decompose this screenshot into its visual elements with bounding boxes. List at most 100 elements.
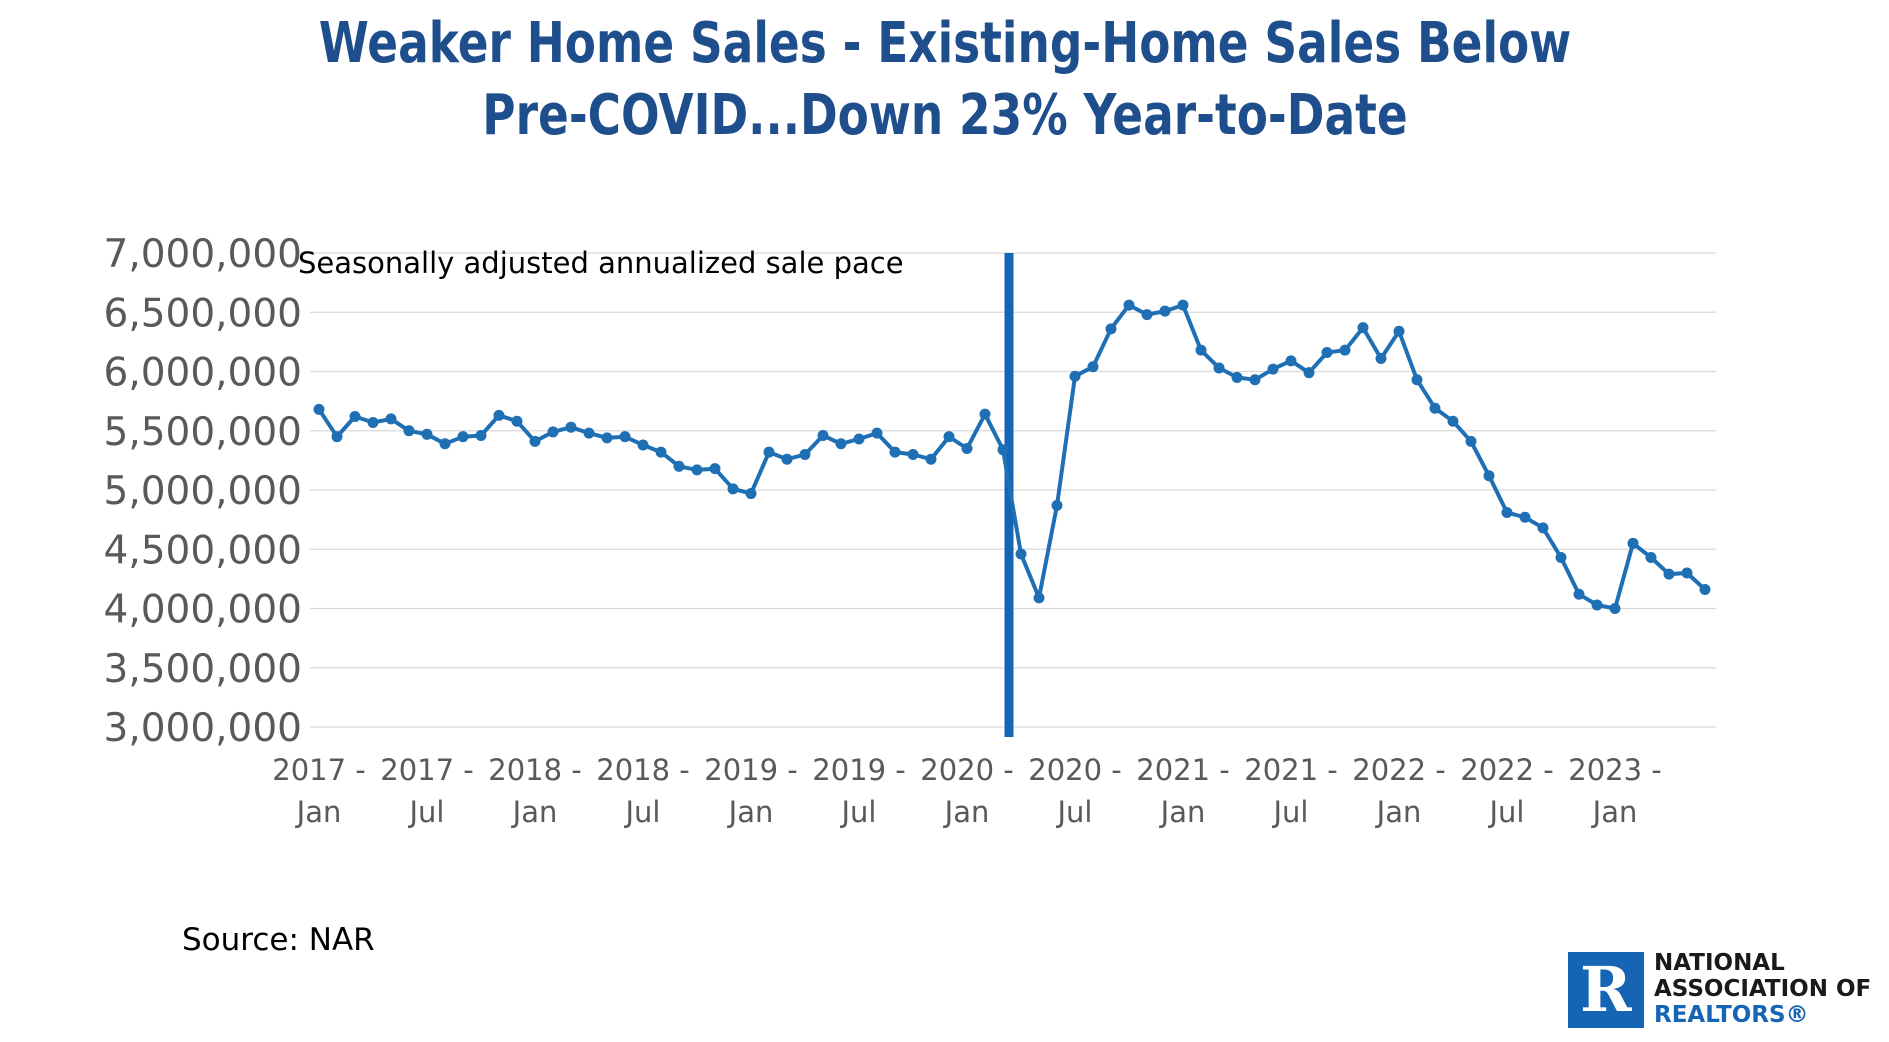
x-tick-label: 2018 - Jan bbox=[488, 753, 582, 829]
chart-title-line-2: Pre-COVID...Down 23% Year-to-Date bbox=[481, 83, 1408, 148]
data-point bbox=[1429, 402, 1441, 414]
y-tick-label: 3,000,000 bbox=[104, 706, 303, 751]
x-tick-label-year: 2018 - bbox=[488, 753, 582, 787]
data-point bbox=[1411, 374, 1423, 386]
x-tick-label: 2019 - Jan bbox=[704, 753, 798, 829]
data-point bbox=[1483, 470, 1495, 482]
data-point bbox=[1573, 588, 1585, 600]
data-point bbox=[493, 409, 505, 421]
x-tick-label-month: Jul bbox=[840, 795, 877, 829]
data-point bbox=[835, 438, 847, 450]
data-point bbox=[1663, 568, 1675, 580]
x-tick-label: 2021 - Jan bbox=[1136, 753, 1230, 829]
y-tick-label: 6,500,000 bbox=[104, 291, 303, 336]
data-point bbox=[1303, 367, 1315, 379]
x-tick-label: 2019 - Jul bbox=[812, 753, 906, 829]
data-point bbox=[745, 488, 757, 500]
x-tick-label: 2017 - Jan bbox=[272, 753, 366, 829]
data-point bbox=[763, 446, 775, 458]
x-tick-label-year: 2022 - bbox=[1352, 753, 1446, 787]
x-tick-label-month: Jan bbox=[727, 795, 774, 829]
data-point bbox=[1321, 347, 1333, 359]
data-point bbox=[1393, 325, 1405, 337]
source-note: Source: NAR bbox=[182, 922, 375, 958]
y-tick-label: 6,000,000 bbox=[104, 351, 303, 396]
data-point bbox=[1051, 499, 1063, 511]
x-tick-label-month: Jul bbox=[1272, 795, 1309, 829]
x-tick-label-year: 2023 - bbox=[1568, 753, 1662, 787]
line-chart: 3,000,000 3,500,000 4,000,000 4,500,000 5,00… bbox=[104, 232, 1716, 829]
x-tick-label-month: Jan bbox=[295, 795, 342, 829]
data-point bbox=[1537, 522, 1549, 534]
x-tick-label-month: Jan bbox=[511, 795, 558, 829]
data-point bbox=[1645, 552, 1657, 564]
x-tick-label-year: 2022 - bbox=[1460, 753, 1554, 787]
x-tick-label-month: Jul bbox=[1488, 795, 1525, 829]
realtor-r-logo-icon: R bbox=[1568, 952, 1644, 1028]
data-point bbox=[475, 429, 487, 441]
x-tick-label: 2020 - Jan bbox=[920, 753, 1014, 829]
x-tick-label-month: Jan bbox=[1591, 795, 1638, 829]
chart-title: Weaker Home Sales - Existing-Home Sales … bbox=[150, 8, 1740, 152]
data-point bbox=[961, 443, 973, 455]
y-tick-label: 5,500,000 bbox=[104, 410, 303, 455]
data-point bbox=[1357, 322, 1369, 334]
x-tick-label-year: 2019 - bbox=[704, 753, 798, 787]
y-tick-label: 5,000,000 bbox=[104, 469, 303, 514]
y-axis-tick-labels: 3,000,000 3,500,000 4,000,000 4,500,000 5,00… bbox=[104, 232, 303, 751]
x-tick-label: 2018 - Jul bbox=[596, 753, 690, 829]
data-point bbox=[619, 431, 631, 443]
data-point bbox=[511, 415, 523, 427]
data-point bbox=[1159, 305, 1171, 317]
x-tick-label-month: Jan bbox=[1375, 795, 1422, 829]
y-tick-label: 4,000,000 bbox=[104, 588, 303, 633]
x-tick-label-year: 2018 - bbox=[596, 753, 690, 787]
data-point bbox=[1591, 599, 1603, 611]
x-tick-label: 2022 - Jul bbox=[1460, 753, 1554, 829]
data-point bbox=[655, 446, 667, 458]
data-point bbox=[781, 453, 793, 465]
data-point bbox=[1105, 323, 1117, 335]
data-point bbox=[1123, 299, 1135, 311]
data-point bbox=[1501, 507, 1513, 519]
x-tick-label: 2021 - Jul bbox=[1244, 753, 1338, 829]
data-point bbox=[601, 432, 613, 444]
data-point bbox=[727, 483, 739, 495]
logo-line-2: ASSOCIATION OF bbox=[1654, 976, 1872, 1002]
data-point bbox=[1447, 415, 1459, 427]
data-point bbox=[1699, 584, 1711, 596]
x-tick-label: 2023 - Jan bbox=[1568, 753, 1662, 829]
x-tick-label: 2017 - Jul bbox=[380, 753, 474, 829]
data-point bbox=[1195, 344, 1207, 356]
y-tick-label: 3,500,000 bbox=[104, 647, 303, 692]
data-point bbox=[943, 431, 955, 443]
x-tick-label-year: 2021 - bbox=[1244, 753, 1338, 787]
data-point bbox=[565, 421, 577, 433]
data-point bbox=[1177, 299, 1189, 311]
x-tick-label-year: 2019 - bbox=[812, 753, 906, 787]
chart-title-line-1: Weaker Home Sales - Existing-Home Sales … bbox=[318, 11, 1571, 76]
data-point bbox=[367, 416, 379, 428]
data-point bbox=[1249, 374, 1261, 386]
y-tick-label: 7,000,000 bbox=[104, 232, 303, 277]
data-point bbox=[1627, 537, 1639, 549]
data-point bbox=[1339, 344, 1351, 356]
data-point bbox=[907, 448, 919, 460]
data-point bbox=[673, 460, 685, 472]
data-point bbox=[439, 438, 451, 450]
data-point bbox=[1033, 592, 1045, 604]
logo-line-1: NATIONAL bbox=[1654, 950, 1785, 976]
data-point bbox=[583, 427, 595, 439]
data-point bbox=[421, 428, 433, 440]
data-point bbox=[817, 429, 829, 441]
data-point bbox=[637, 439, 649, 451]
y-tick-label: 4,500,000 bbox=[104, 528, 303, 573]
data-point bbox=[1375, 352, 1387, 364]
x-tick-label-year: 2017 - bbox=[380, 753, 474, 787]
nar-logo: R NATIONAL ASSOCIATION OF REALTORS® bbox=[1568, 950, 1883, 1030]
data-point bbox=[547, 426, 559, 438]
data-point bbox=[331, 431, 343, 443]
data-point bbox=[979, 408, 991, 420]
data-point bbox=[691, 464, 703, 476]
x-tick-label-month: Jul bbox=[624, 795, 661, 829]
